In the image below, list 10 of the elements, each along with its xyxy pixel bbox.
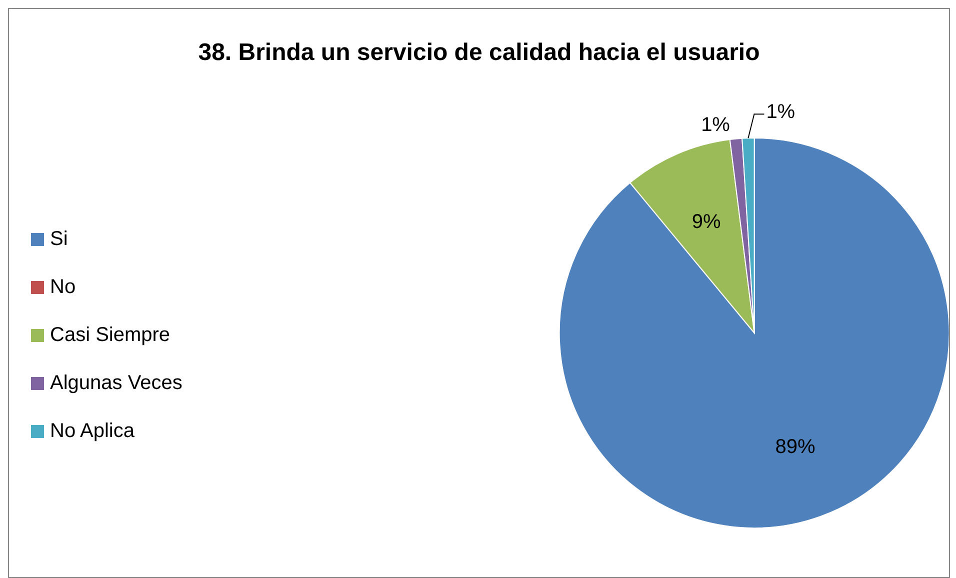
legend-label: No Aplica [50, 420, 134, 442]
legend-label: Algunas Veces [50, 372, 182, 394]
data-label: 1% [701, 114, 730, 136]
legend-label: Casi Siempre [50, 324, 170, 346]
chart-title: 38. Brinda un servicio de calidad hacia el usuario [197, 39, 761, 67]
legend-label: No [50, 276, 76, 298]
legend-label: Si [50, 228, 68, 250]
data-label: 89% [775, 436, 816, 458]
data-label: 9% [692, 211, 721, 234]
data-label: 1% [766, 101, 796, 124]
